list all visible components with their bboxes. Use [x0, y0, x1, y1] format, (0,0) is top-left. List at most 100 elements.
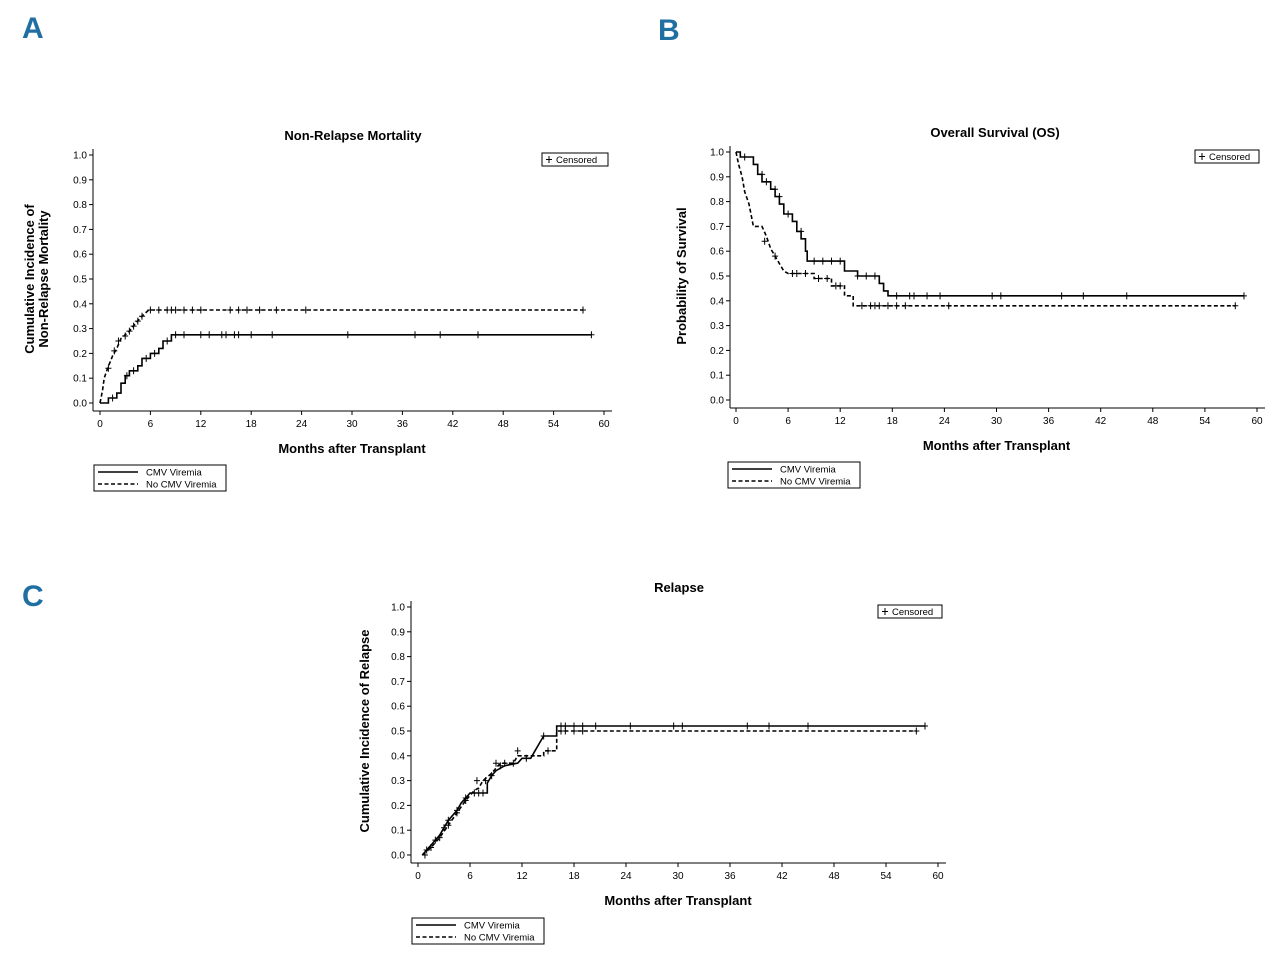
y-tick-label: 1.0: [391, 603, 405, 614]
y-tick-label: 0.7: [73, 225, 87, 236]
censor-mark: [111, 347, 118, 355]
censored-legend-label: Censored: [1209, 152, 1250, 163]
censor-mark: [143, 354, 150, 362]
censor-mark: [805, 722, 811, 730]
censored-legend-label: Censored: [892, 607, 933, 618]
y-tick-label: 0.0: [73, 399, 87, 410]
x-tick-label: 6: [148, 419, 154, 430]
chart-title: Overall Survival (OS): [930, 125, 1059, 140]
censor-mark: [924, 292, 931, 300]
chart-a: Non-Relapse Mortality 0.0 0.1 0.2 0.3 0.4 0.5 0…: [22, 128, 612, 492]
censor-mark: [302, 306, 309, 314]
censor-mark: [235, 306, 242, 314]
censor-mark: [922, 722, 928, 730]
y-tick-label: 0.9: [391, 627, 405, 638]
censor-mark: [344, 331, 351, 339]
censor-mark: [172, 331, 179, 339]
censored-legend-box: [541, 152, 609, 167]
series-line-no-cmv-viremia: [421, 730, 917, 856]
censor-mark: [893, 292, 900, 300]
y-tick-label: 0.7: [391, 677, 405, 688]
censor-mark: [679, 722, 686, 730]
censor-mark: [670, 722, 677, 730]
censor-mark: [134, 317, 141, 325]
x-tick-label: 24: [939, 416, 951, 427]
censor-mark: [151, 349, 158, 357]
y-tick-label: 0.6: [73, 250, 87, 261]
y-tick-label: 0.9: [73, 175, 87, 186]
censor-mark: [235, 331, 242, 339]
censor-mark: [828, 257, 835, 265]
x-tick-label: 36: [724, 871, 736, 882]
censor-mark: [115, 337, 122, 345]
censor-mark: [181, 331, 187, 339]
censor-mark: [588, 331, 595, 339]
censor-mark: [772, 185, 779, 193]
x-tick-label: 54: [548, 419, 560, 430]
censor-mark: [273, 306, 280, 314]
censor-mark: [945, 302, 952, 310]
censor-mark: [480, 789, 486, 797]
censor-mark: [819, 257, 826, 265]
censor-mark: [766, 722, 772, 730]
censor-mark: [181, 306, 187, 314]
y-tick-label: 1.0: [73, 151, 87, 162]
censor-mark: [412, 331, 418, 339]
x-tick-label: 42: [1095, 416, 1107, 427]
censor-mark: [763, 178, 770, 186]
censor-symbol: [882, 608, 888, 615]
censor-mark: [798, 227, 805, 235]
x-tick-label: 0: [415, 871, 421, 882]
y-axis-label: Probability of Survival: [674, 207, 689, 344]
x-tick-label: 48: [828, 871, 840, 882]
x-tick-label: 30: [672, 871, 684, 882]
y-tick-label: 0.2: [73, 349, 87, 360]
censor-mark: [785, 210, 792, 218]
x-tick-label: 12: [516, 871, 528, 882]
censor-mark: [139, 312, 145, 320]
censor-mark: [815, 274, 822, 282]
legend-label: No CMV Viremia: [464, 933, 535, 944]
censor-mark: [164, 337, 171, 345]
censor-mark: [741, 153, 748, 161]
censor-mark: [130, 322, 137, 330]
censor-mark: [772, 252, 779, 260]
censor-mark: [545, 747, 551, 755]
censor-mark: [580, 306, 586, 314]
chart-title: Relapse: [654, 580, 704, 595]
y-axis-label: Cumulative Incidence of: [22, 204, 37, 354]
y-tick-label: 0.3: [710, 321, 724, 332]
y-tick-label: 0.5: [73, 275, 87, 286]
censor-mark: [627, 722, 634, 730]
series-legend-box: [727, 461, 861, 489]
x-tick-label: 42: [447, 419, 459, 430]
censor-mark: [105, 364, 112, 372]
censor-mark: [989, 292, 996, 300]
y-tick-label: 0.1: [73, 374, 87, 385]
y-tick-label: 0.3: [73, 324, 87, 335]
censor-mark: [802, 270, 809, 278]
censor-mark: [937, 292, 944, 300]
censor-mark: [493, 759, 499, 767]
censored-legend-label: Censored: [556, 155, 597, 166]
y-tick-label: 0.5: [710, 272, 724, 283]
legend-label: CMV Viremia: [146, 468, 202, 479]
censored-legend-box: [1194, 149, 1260, 164]
x-tick-label: 12: [195, 419, 207, 430]
censor-mark: [514, 747, 521, 755]
censor-mark: [858, 302, 865, 310]
censor-mark: [540, 732, 547, 740]
x-axis-label: Months after Transplant: [923, 438, 1071, 453]
legend-label: No CMV Viremia: [146, 480, 217, 491]
censor-mark: [244, 306, 250, 314]
y-tick-label: 0.1: [710, 371, 724, 382]
y-tick-label: 0.7: [710, 222, 724, 233]
y-tick-label: 0.0: [710, 396, 724, 407]
censor-mark: [248, 331, 255, 339]
censor-mark: [811, 257, 818, 265]
y-tick-label: 0.5: [391, 727, 405, 738]
x-tick-label: 60: [932, 871, 944, 882]
censor-mark: [776, 193, 783, 201]
censor-mark: [437, 331, 444, 339]
